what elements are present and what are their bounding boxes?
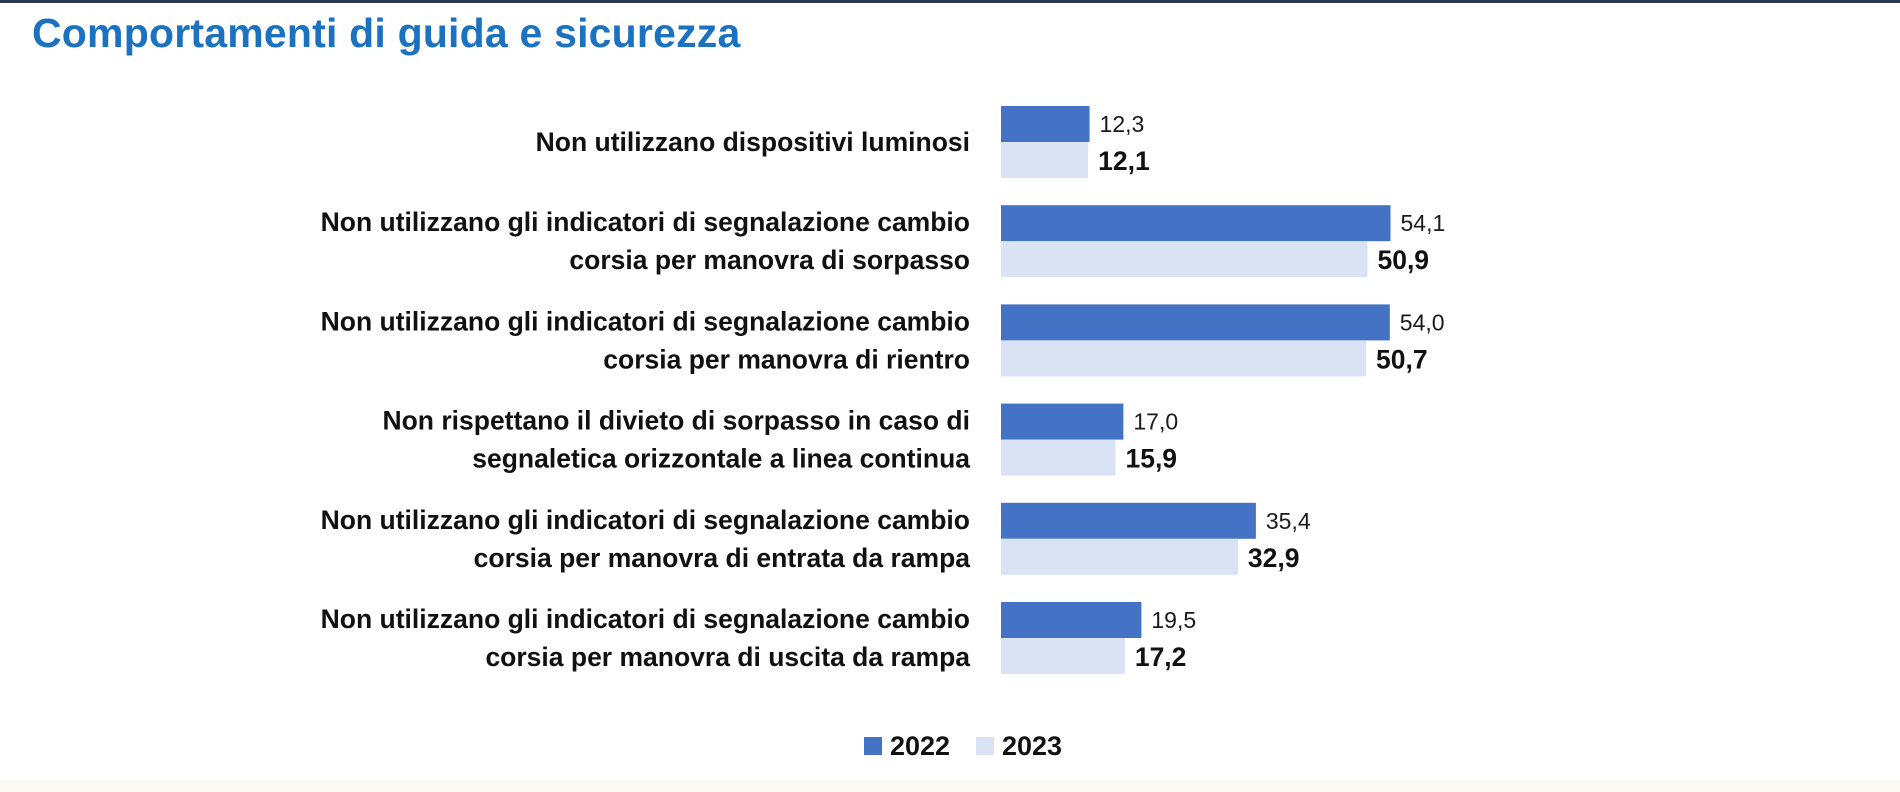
bottom-strip (0, 780, 1900, 792)
category-label: Non utilizzano dispositivi luminosi (536, 127, 970, 157)
category-label: Non utilizzano gli indicatori di segnala… (321, 505, 970, 535)
bar-2022 (1001, 205, 1391, 242)
value-label-2023: 17,2 (1135, 642, 1187, 672)
value-label-2023: 50,9 (1377, 245, 1429, 275)
category-label: corsia per manovra di sorpasso (569, 245, 970, 275)
top-rule (0, 0, 1900, 3)
category-label: Non rispettano il divieto di sorpasso in… (382, 406, 970, 436)
bar-2022 (1001, 403, 1124, 440)
bar-2023 (1001, 439, 1116, 476)
legend-swatch-2023 (976, 737, 994, 755)
value-label-2022: 17,0 (1133, 409, 1178, 435)
value-label-2023: 15,9 (1125, 444, 1177, 474)
category-label: Non utilizzano gli indicatori di segnala… (321, 604, 970, 634)
legend-label-2022: 2022 (890, 731, 950, 761)
value-label-2022: 12,3 (1100, 111, 1145, 137)
bar-2023 (1001, 241, 1368, 278)
category-label: Non utilizzano gli indicatori di segnala… (321, 207, 970, 237)
bar-2022 (1001, 304, 1390, 341)
value-label-2022: 35,4 (1266, 508, 1311, 534)
legend-swatch-2022 (864, 737, 882, 755)
value-label-2022: 19,5 (1151, 607, 1196, 633)
category-label: corsia per manovra di rientro (603, 344, 970, 374)
legend: 2022 2023 (864, 731, 1062, 761)
category-labels: Non utilizzano dispositivi luminosi Non u… (321, 127, 971, 672)
value-label-2023: 50,7 (1376, 344, 1428, 374)
value-label-2022: 54,1 (1401, 210, 1446, 236)
value-labels: 12,3 12,1 54,1 50,9 54,0 50,7 17,0 15,9 35,4 32,9… (1098, 111, 1445, 672)
bars (1001, 106, 1391, 674)
bar-2023 (1001, 638, 1125, 674)
legend-label-2023: 2023 (1002, 731, 1062, 761)
bar-2022 (1001, 106, 1090, 142)
bar-2023 (1001, 340, 1367, 377)
category-label: corsia per manovra di entrata da rampa (474, 543, 971, 573)
category-label: Non utilizzano gli indicatori di segnala… (321, 306, 970, 336)
bar-2023 (1001, 538, 1238, 575)
category-label: corsia per manovra di uscita da rampa (485, 642, 970, 672)
bar-2023 (1001, 142, 1089, 178)
value-label-2023: 32,9 (1248, 543, 1300, 573)
category-label: segnaletica orizzontale a linea continua (472, 444, 970, 474)
page-title: Comportamenti di guida e sicurezza (32, 10, 741, 56)
value-label-2023: 12,1 (1098, 146, 1150, 176)
value-label-2022: 54,0 (1400, 309, 1445, 335)
bar-2022 (1001, 602, 1142, 638)
bar-2022 (1001, 502, 1256, 539)
